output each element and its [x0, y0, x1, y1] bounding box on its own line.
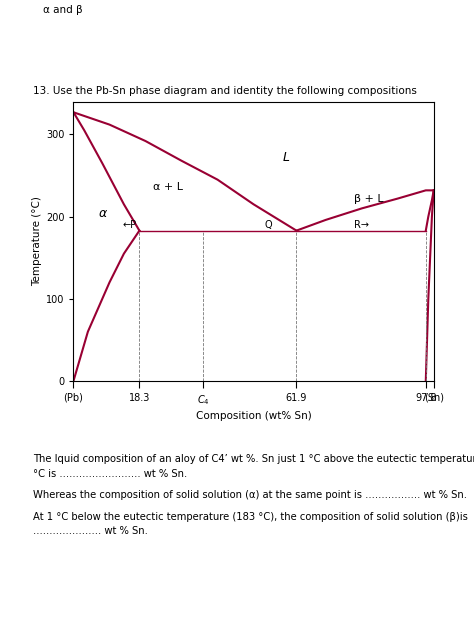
Text: ..................... wt % Sn.: ..................... wt % Sn. [33, 526, 148, 537]
Text: R→: R→ [355, 220, 369, 230]
Text: L: L [283, 150, 290, 164]
Y-axis label: Temperature (°C): Temperature (°C) [32, 196, 42, 286]
X-axis label: Composition (wt% Sn): Composition (wt% Sn) [196, 411, 311, 421]
Text: The lquid composition of an aloy of C4’ wt %. Sn just 1 °C above the eutectic te: The lquid composition of an aloy of C4’ … [33, 454, 474, 464]
Text: α + L: α + L [153, 182, 182, 192]
Text: α: α [99, 206, 107, 220]
Text: 13. Use the Pb-Sn phase diagram and identity the following compositions: 13. Use the Pb-Sn phase diagram and iden… [33, 86, 417, 96]
Text: ←P: ←P [122, 220, 136, 230]
Text: α and β: α and β [43, 5, 82, 15]
Text: Q: Q [264, 220, 272, 230]
Text: °C is ......................... wt % Sn.: °C is ......................... wt % Sn. [33, 469, 187, 479]
Text: At 1 °C below the eutectic temperature (183 °C), the composition of solid soluti: At 1 °C below the eutectic temperature (… [33, 512, 468, 522]
Text: Whereas the composition of solid solution (α) at the same point is .............: Whereas the composition of solid solutio… [33, 490, 467, 500]
Text: β + L: β + L [355, 194, 384, 204]
